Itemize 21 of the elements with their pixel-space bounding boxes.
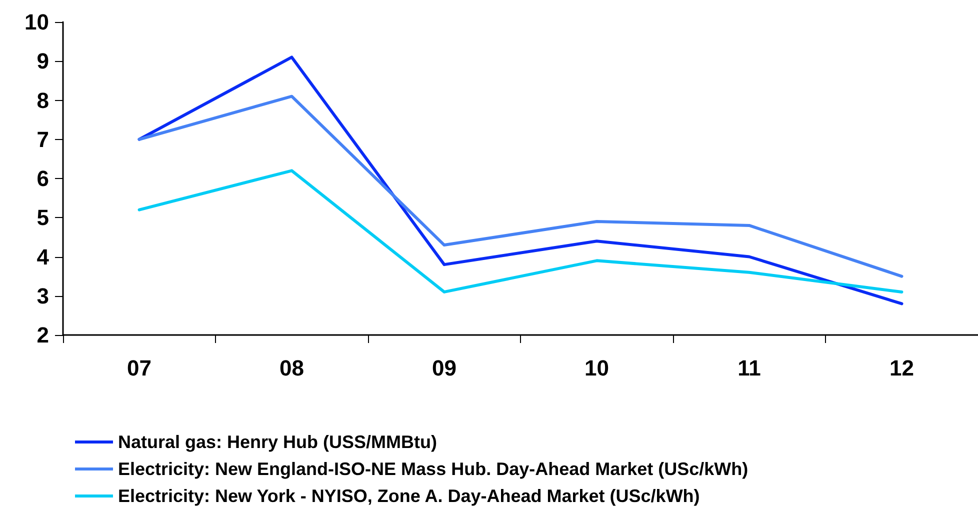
y-tick-label: 2 <box>36 322 49 348</box>
legend-label: Electricity: New York - NYISO, Zone A. Day-Ahead Market (USc/kWh) <box>118 486 700 506</box>
line-series <box>138 56 904 306</box>
x-tick-label: 09 <box>432 356 456 380</box>
x-tick-label: 12 <box>890 356 914 380</box>
line-series <box>138 94 904 278</box>
legend-label: Electricity: New England-ISO-NE Mass Hub. Day-Ahead Market (USc/kWh) <box>118 459 748 479</box>
x-tick-label: 08 <box>280 356 304 380</box>
legend-label: Natural gas: Henry Hub (USS/MMBtu) <box>118 432 438 452</box>
y-tick-label: 5 <box>36 205 49 230</box>
line-series <box>138 169 904 294</box>
y-tick-label: 7 <box>36 126 49 152</box>
y-tick-label: 4 <box>36 244 50 270</box>
y-tick-label: 10 <box>24 10 49 34</box>
x-tick-label: 10 <box>584 356 609 380</box>
x-tick-label: 07 <box>127 356 152 380</box>
y-tick-label: 8 <box>36 88 49 113</box>
y-tick-label: 3 <box>36 283 49 308</box>
y-tick-label: 9 <box>36 48 49 74</box>
y-tick-label: 6 <box>36 166 49 191</box>
x-tick-label: 11 <box>738 356 761 380</box>
